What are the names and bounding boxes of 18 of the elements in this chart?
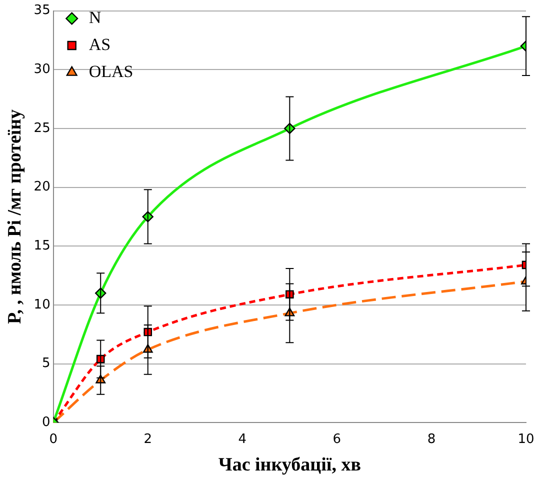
- y-tick-label: 25: [34, 120, 50, 136]
- y-tick-label: 0: [42, 414, 50, 430]
- x-tick-label: 8: [427, 432, 436, 447]
- y-tick-label: 30: [34, 62, 50, 78]
- x-tick-label: 6: [332, 432, 342, 447]
- legend-label: OLAS: [88, 62, 134, 81]
- x-tick-label: 2: [144, 432, 152, 447]
- legend-label: N: [88, 8, 102, 27]
- y-tick-label: 20: [34, 180, 50, 195]
- x-tick-label: 10: [518, 432, 534, 447]
- y-tick-label: 10: [34, 297, 50, 312]
- legend-label: AS: [88, 34, 111, 54]
- x-tick-label: 4: [238, 432, 247, 447]
- y-tick-label: 5: [42, 356, 50, 372]
- x-axis-title: Час інкубації, хв: [218, 454, 361, 476]
- y-axis-title: P, , нмоль Pi /мг протеїну: [4, 108, 26, 324]
- y-tick-label: 15: [34, 238, 50, 254]
- y-tick-label: 35: [34, 3, 50, 18]
